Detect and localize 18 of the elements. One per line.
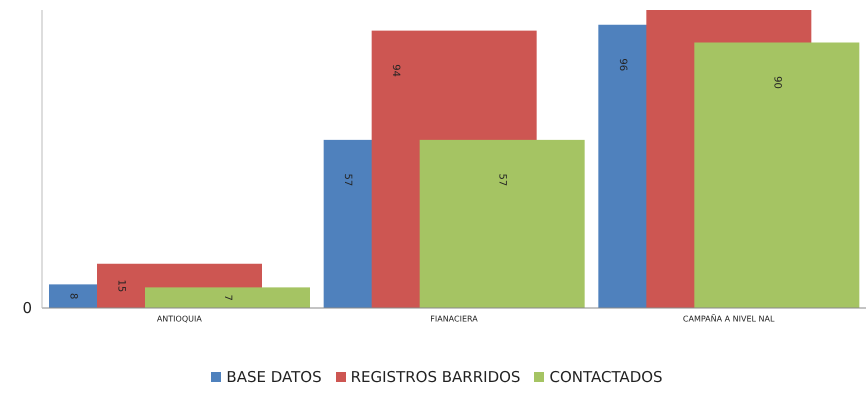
data-label: 90 xyxy=(771,76,782,89)
bar xyxy=(420,140,585,308)
x-tick-label: FIANACIERA xyxy=(430,314,478,324)
data-label: 7 xyxy=(222,294,233,301)
x-tick-label: ANTIOQUIA xyxy=(156,314,202,324)
legend-label: BASE DATOS xyxy=(225,368,322,386)
data-label: 94 xyxy=(390,64,402,78)
legend-label: CONTACTADOS xyxy=(548,368,663,386)
legend-label: REGISTROS BARRIDOS xyxy=(350,368,520,386)
data-label: 96 xyxy=(616,58,628,72)
x-tick-label: CAMPAÑA A NIVEL NAL xyxy=(682,314,775,324)
data-label: 57 xyxy=(496,173,508,186)
text: 0 xyxy=(22,299,32,317)
data-label: 57 xyxy=(342,173,354,186)
bar xyxy=(145,287,310,308)
data-label: 15 xyxy=(116,280,126,292)
bar xyxy=(694,42,860,308)
data-label: 8 xyxy=(68,293,78,300)
